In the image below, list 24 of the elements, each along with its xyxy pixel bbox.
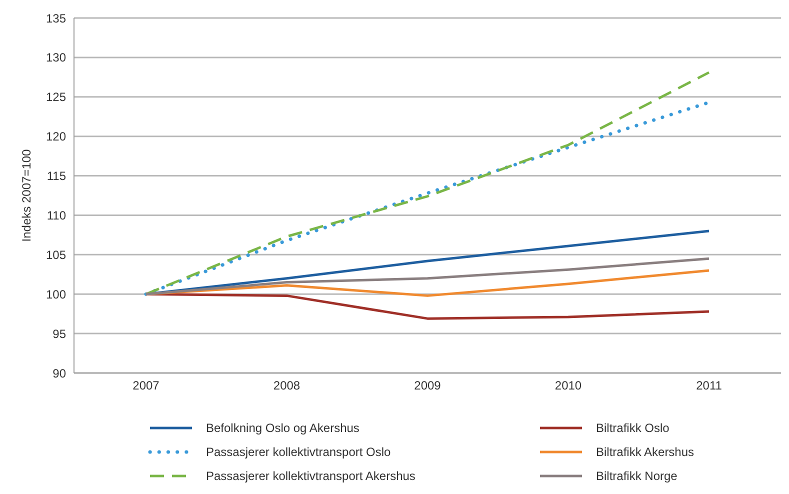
line-series [144,292,710,320]
legend-label: Biltrafikk Oslo [596,421,670,435]
y-tick-label: 115 [46,169,66,184]
y-tick-label: 95 [52,326,66,341]
legend-label: Passasjerer kollektivtransport Oslo [206,445,391,459]
legend-label: Befolkning Oslo og Akershus [206,421,360,435]
y-axis-title: Indeks 2007=100 [19,148,34,242]
line-series [144,257,710,296]
x-tick-label: 2008 [273,378,300,393]
y-tick-label: 120 [46,130,66,144]
x-tick-label: 2010 [554,378,582,393]
legend-label: Passasjerer kollektivtransport Akershus [206,469,416,483]
y-tick-label: 125 [46,90,66,104]
legend-label: Biltrafikk Norge [596,469,678,483]
legend-label: Biltrafikk Akershus [596,445,694,459]
y-tick-label: 90 [52,366,66,380]
y-tick-label: 110 [46,208,66,222]
y-tick-label: 130 [46,50,66,65]
x-tick-label: 2011 [696,378,722,393]
y-tick-label: 135 [46,11,66,26]
y-tick-label: 100 [46,287,66,302]
x-tick-label: 2007 [132,378,160,393]
y-tick-label: 105 [46,248,66,262]
x-tick-label: 2009 [414,378,442,393]
